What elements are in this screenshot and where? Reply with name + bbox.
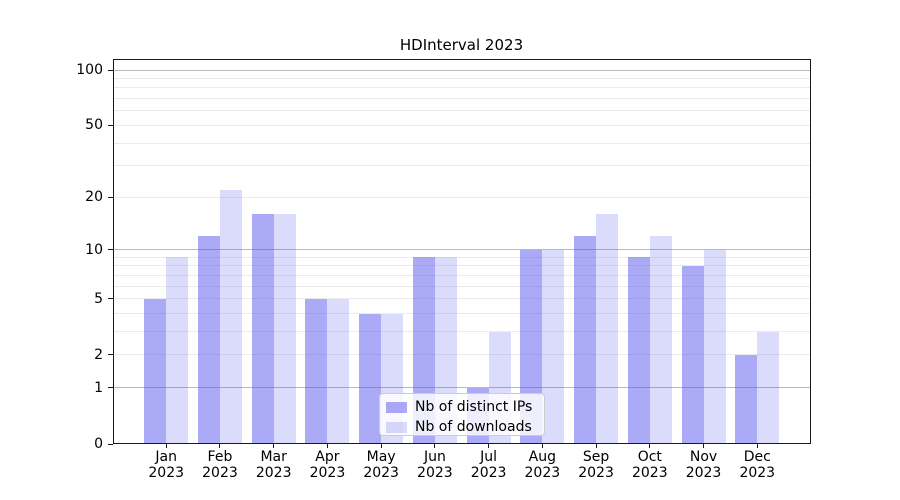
y-tick-10 [108, 249, 113, 251]
x-tick-label-0: Jan 2023 [148, 449, 185, 481]
bar-ips-4 [359, 313, 382, 444]
legend-label-downloads: Nb of downloads [415, 419, 532, 435]
y-tick-1 [108, 387, 113, 389]
bar-downloads-9 [649, 236, 672, 444]
x-tick-11 [756, 444, 758, 448]
bar-ips-9 [627, 257, 650, 444]
y-tick-label-1: 1 [94, 379, 103, 396]
y-tick-5 [108, 298, 113, 300]
bar-downloads-0 [166, 257, 189, 444]
gridline-major-10 [113, 249, 811, 251]
x-tick-0 [165, 444, 167, 448]
bar-downloads-10 [703, 249, 726, 444]
bar-downloads-8 [596, 214, 619, 444]
bar-ips-11 [735, 354, 758, 444]
gridline-minor-40 [113, 142, 811, 144]
gridline-minor-90 [113, 77, 811, 79]
x-tick-label-6: Jul 2023 [470, 449, 507, 481]
gridline-major-1 [113, 387, 811, 389]
gridline-minor-80 [113, 87, 811, 89]
x-tick-8 [595, 444, 597, 448]
x-tick-label-1: Feb 2023 [202, 449, 238, 481]
bar-downloads-1 [219, 189, 242, 444]
bar-downloads-2 [273, 214, 296, 444]
x-tick-4 [380, 444, 382, 448]
bar-ips-8 [574, 236, 597, 444]
bar-downloads-11 [757, 331, 780, 444]
y-tick-20 [108, 196, 113, 198]
legend: Nb of distinct IPs Nb of downloads [379, 393, 545, 436]
legend-item-distinct-ips: Nb of distinct IPs [386, 399, 544, 415]
x-tick-label-8: Sep 2023 [578, 449, 614, 481]
gridline-minor-3 [113, 331, 811, 333]
x-tick-2 [273, 444, 275, 448]
x-tick-5 [434, 444, 436, 448]
y-tick-50 [108, 124, 113, 126]
x-tick-label-7: Aug 2023 [524, 449, 561, 481]
bar-downloads-7 [542, 249, 565, 444]
y-tick-0 [108, 443, 113, 445]
gridline-minor-30 [113, 165, 811, 167]
x-tick-label-9: Oct 2023 [631, 449, 668, 481]
legend-label-distinct-ips: Nb of distinct IPs [415, 399, 533, 415]
y-tick-label-100: 100 [76, 62, 103, 78]
gridline-minor-9 [113, 256, 811, 258]
bar-ips-3 [305, 298, 328, 444]
y-tick-label-5: 5 [94, 290, 103, 307]
legend-item-downloads: Nb of downloads [386, 419, 544, 435]
y-tick-label-50: 50 [85, 117, 103, 134]
y-tick-label-20: 20 [85, 189, 103, 206]
gridline-minor-8 [113, 265, 811, 267]
y-tick-100 [108, 69, 113, 71]
gridline-minor-4 [113, 313, 811, 315]
gridline-minor-2 [113, 354, 811, 356]
x-tick-10 [703, 444, 705, 448]
gridline-minor-70 [113, 98, 811, 100]
gridline-minor-6 [113, 285, 811, 287]
x-tick-1 [219, 444, 221, 448]
x-tick-7 [541, 444, 543, 448]
bar-ips-1 [197, 236, 220, 444]
legend-swatch-distinct-ips [386, 401, 407, 413]
gridline-minor-20 [113, 196, 811, 198]
x-tick-6 [488, 444, 490, 448]
x-tick-label-10: Nov 2023 [685, 449, 722, 481]
x-tick-label-4: May 2023 [363, 449, 399, 481]
x-tick-label-2: Mar 2023 [255, 449, 292, 481]
x-tick-label-3: Apr 2023 [309, 449, 346, 481]
gridline-minor-60 [113, 110, 811, 112]
legend-swatch-downloads [386, 421, 407, 433]
y-tick-label-0: 0 [94, 436, 103, 452]
bar-ips-10 [681, 265, 704, 444]
gridline-major-100 [113, 69, 811, 71]
gridline-minor-5 [113, 298, 811, 300]
y-tick-label-2: 2 [94, 346, 103, 363]
bar-downloads-3 [327, 298, 350, 444]
x-tick-9 [649, 444, 651, 448]
x-tick-label-11: Dec 2023 [739, 449, 776, 481]
bar-ips-2 [251, 214, 274, 444]
x-tick-3 [326, 444, 328, 448]
gridline-minor-7 [113, 274, 811, 276]
x-tick-label-5: Jun 2023 [417, 449, 453, 481]
y-tick-label-10: 10 [85, 241, 103, 258]
gridline-minor-50 [113, 124, 811, 126]
y-tick-2 [108, 354, 113, 356]
chart-title: HDInterval 2023 [399, 36, 524, 54]
bar-ips-0 [144, 298, 167, 444]
